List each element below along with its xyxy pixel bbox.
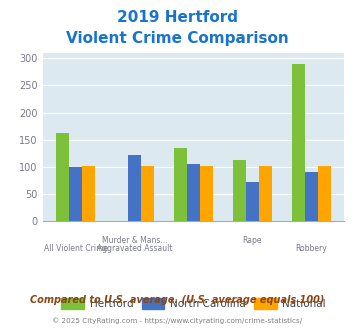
Bar [141,166,154,221]
Bar [318,166,331,221]
Text: Rape: Rape [242,236,262,245]
Bar [233,160,246,221]
Legend: Hertford, North Carolina, National: Hertford, North Carolina, National [57,294,330,313]
Bar [246,182,259,221]
Text: Violent Crime Comparison: Violent Crime Comparison [66,31,289,46]
Text: All Violent Crime: All Violent Crime [44,244,108,253]
Text: Robbery: Robbery [295,244,327,253]
Text: Compared to U.S. average. (U.S. average equals 100): Compared to U.S. average. (U.S. average … [30,295,325,305]
Bar [56,133,69,221]
Bar [82,166,95,221]
Bar [305,172,318,221]
Text: 2019 Hertford: 2019 Hertford [117,10,238,25]
Text: Murder & Mans...: Murder & Mans... [102,236,167,245]
Bar [200,166,213,221]
Bar [259,166,272,221]
Text: © 2025 CityRating.com - https://www.cityrating.com/crime-statistics/: © 2025 CityRating.com - https://www.city… [53,317,302,324]
Text: Aggravated Assault: Aggravated Assault [97,244,173,253]
Bar [187,164,200,221]
Bar [69,167,82,221]
Bar [292,64,305,221]
Bar [128,155,141,221]
Bar [174,148,187,221]
